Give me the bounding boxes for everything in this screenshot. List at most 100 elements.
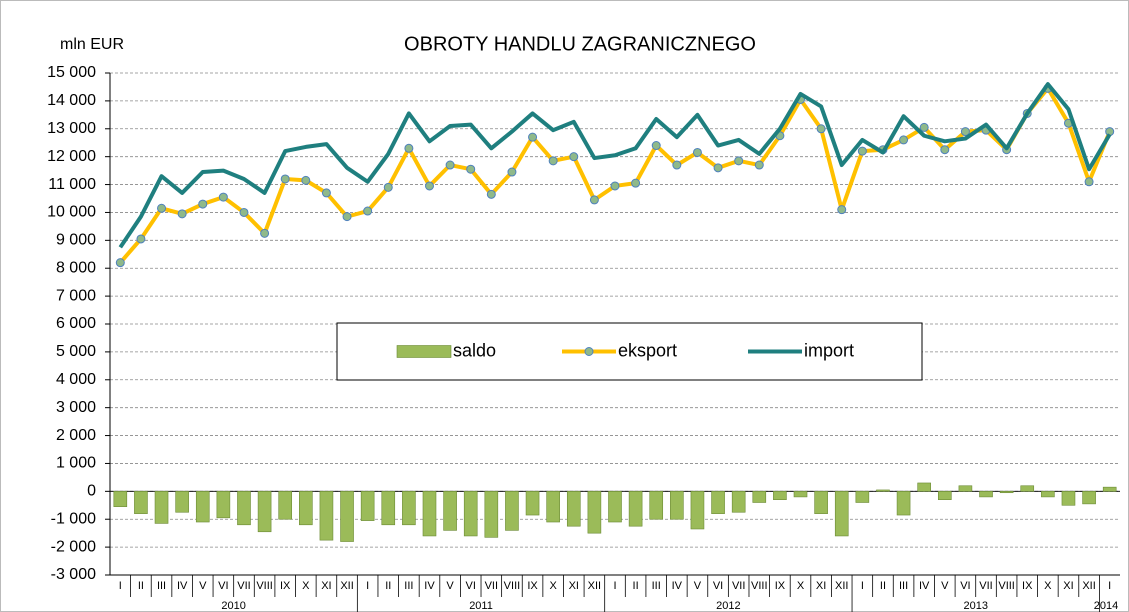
x-tick-label: VIII — [504, 580, 521, 592]
bar — [319, 491, 334, 541]
marker — [466, 164, 476, 174]
x-tick-label: V — [941, 580, 949, 592]
bar — [731, 491, 746, 513]
marker — [899, 135, 909, 145]
bar — [814, 491, 828, 514]
x-tick-label: III — [652, 580, 661, 592]
x-tick-label: X — [302, 580, 310, 592]
bar — [999, 491, 1014, 494]
x-tick-label: V — [199, 580, 207, 592]
bar — [299, 491, 313, 526]
marker — [940, 145, 950, 155]
x-tick-label: XII — [340, 580, 353, 592]
bar — [690, 491, 705, 530]
year-label: 2010 — [221, 600, 245, 612]
x-tick-label: XII — [1082, 580, 1095, 592]
marker — [177, 209, 187, 219]
bar — [484, 491, 499, 538]
marker — [857, 146, 867, 156]
x-tick-label: XII — [835, 580, 848, 592]
y-tick-label: 5 000 — [56, 343, 96, 360]
bar — [195, 491, 210, 523]
y-tick-label: 15 000 — [47, 64, 96, 81]
bar — [834, 491, 849, 537]
bar — [896, 491, 911, 516]
bar — [422, 491, 437, 537]
x-tick-label: I — [861, 580, 864, 592]
bar — [216, 491, 231, 519]
marker — [1084, 177, 1094, 187]
x-tick-label: IV — [424, 580, 435, 592]
marker — [363, 206, 373, 216]
marker — [713, 163, 723, 173]
x-tick-label: XI — [816, 580, 826, 592]
bar — [340, 491, 354, 542]
bar — [773, 491, 787, 501]
bar — [257, 491, 272, 533]
x-tick-label: V — [446, 580, 454, 592]
legend-label: eksport — [618, 340, 677, 360]
marker — [486, 189, 496, 199]
bar — [587, 491, 602, 534]
marker — [528, 132, 538, 142]
y-tick-label: 14 000 — [47, 92, 96, 109]
bar — [628, 491, 643, 527]
bar — [649, 491, 664, 520]
bar — [855, 491, 870, 503]
marker — [672, 160, 682, 170]
legend-label: import — [804, 340, 854, 360]
bar — [876, 489, 890, 492]
marker — [301, 175, 311, 185]
bar — [1061, 491, 1076, 506]
y-tick-label: 7 000 — [56, 287, 96, 304]
x-tick-label: II — [880, 580, 886, 592]
legend-marker — [584, 347, 594, 356]
bar — [793, 491, 808, 498]
x-tick-label: VI — [218, 580, 228, 592]
bar — [237, 491, 251, 526]
bar — [711, 491, 725, 514]
bar — [1082, 491, 1096, 505]
y-tick-label: 11 000 — [48, 176, 96, 193]
bar — [566, 491, 581, 527]
y-tick-label: 2 000 — [56, 427, 96, 444]
x-tick-label: I — [366, 580, 369, 592]
bar — [154, 491, 169, 524]
y-tick-label: 13 000 — [47, 120, 96, 137]
x-tick-label: III — [157, 580, 166, 592]
marker — [383, 182, 393, 192]
x-tick-label: VII — [237, 580, 250, 592]
bar — [608, 491, 622, 523]
x-tick-label: VI — [713, 580, 723, 592]
y-tick-label: -2 000 — [51, 538, 96, 555]
x-tick-label: I — [1108, 580, 1111, 592]
x-tick-label: XII — [588, 580, 601, 592]
marker — [280, 174, 290, 184]
bar — [1041, 491, 1055, 498]
x-tick-label: I — [613, 580, 616, 592]
marker — [569, 152, 579, 162]
bar — [1020, 485, 1035, 492]
bar — [546, 491, 560, 523]
x-tick-label: III — [404, 580, 413, 592]
y-tick-label: 3 000 — [56, 399, 96, 416]
x-tick-label: I — [119, 580, 122, 592]
marker — [218, 192, 228, 202]
marker — [321, 188, 331, 198]
bar — [505, 491, 519, 531]
bar — [175, 491, 189, 513]
x-tick-label: VIII — [751, 580, 768, 592]
marker — [837, 205, 847, 215]
x-tick-label: VIII — [256, 580, 273, 592]
year-label: 2011 — [469, 600, 493, 612]
legend-swatch — [396, 345, 452, 358]
marker — [115, 258, 125, 268]
y-tick-label: 12 000 — [47, 148, 96, 165]
x-tick-label: XI — [569, 580, 579, 592]
y-tick-label: -3 000 — [51, 566, 96, 583]
marker — [754, 160, 764, 170]
marker — [260, 228, 270, 238]
bar — [670, 491, 684, 520]
bar — [443, 491, 457, 531]
x-tick-label: VI — [466, 580, 476, 592]
